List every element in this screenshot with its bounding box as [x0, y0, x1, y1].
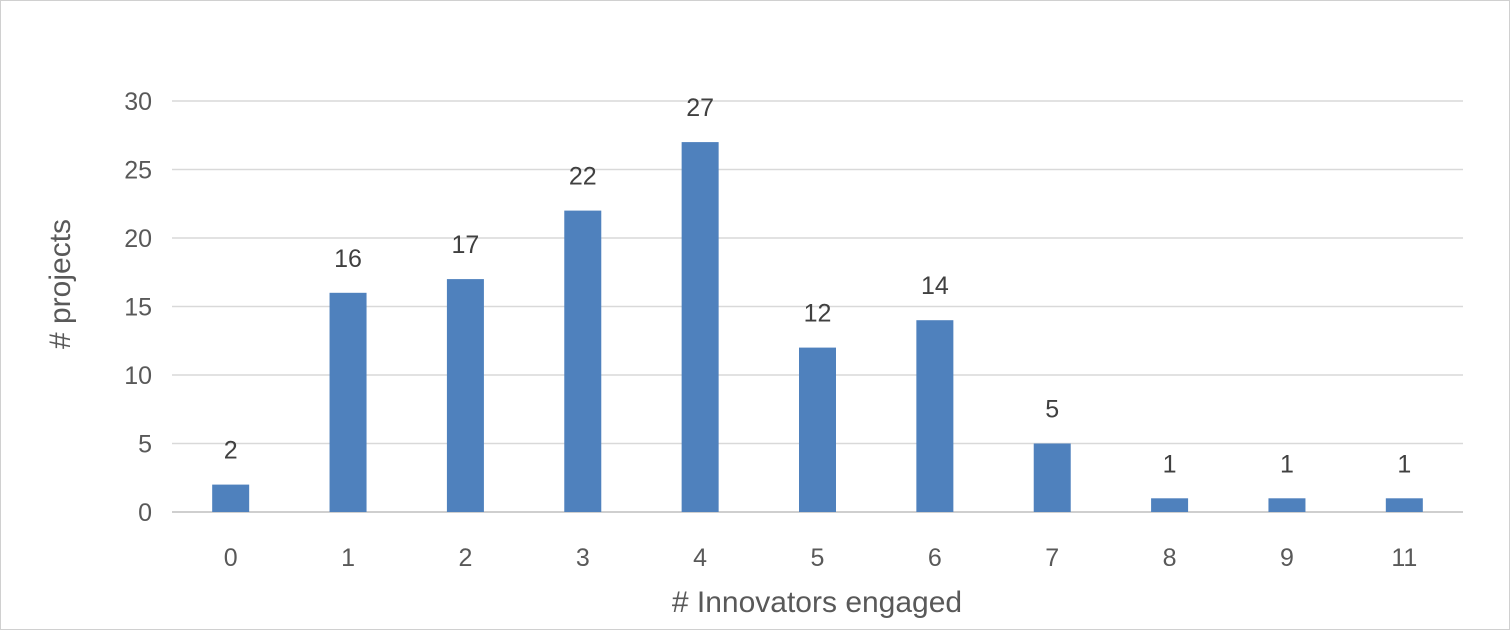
bar	[329, 292, 367, 512]
bars	[212, 142, 1423, 512]
data-labels: 2 16 17 22 27 12 14 5 1 1 1	[224, 94, 1412, 478]
y-axis-ticks: 0 5 10 15 20 25 30	[124, 88, 152, 527]
y-tick-label: 30	[124, 88, 152, 116]
x-tick-label: 8	[1163, 544, 1177, 572]
data-label: 1	[1163, 450, 1177, 478]
x-tick-label: 4	[693, 544, 707, 572]
data-label: 12	[804, 300, 832, 328]
y-tick-label: 25	[124, 157, 152, 185]
bar	[681, 142, 719, 512]
y-tick-label: 5	[138, 431, 152, 459]
x-tick-label: 1	[341, 544, 355, 572]
y-tick-label: 20	[124, 225, 152, 253]
x-tick-label: 9	[1280, 544, 1294, 572]
x-tick-label: 0	[224, 544, 238, 572]
bar	[916, 320, 954, 512]
x-tick-label: 7	[1045, 544, 1059, 572]
x-axis-title: # Innovators engaged	[672, 586, 962, 619]
x-tick-label: 6	[928, 544, 942, 572]
bar	[1033, 443, 1071, 512]
y-tick-label: 0	[138, 499, 152, 527]
data-label: 5	[1045, 396, 1059, 424]
gridlines	[172, 100, 1463, 513]
x-tick-label: 3	[576, 544, 590, 572]
bar	[1268, 498, 1306, 512]
x-tick-label: 5	[811, 544, 825, 572]
data-label: 17	[452, 231, 480, 259]
bar	[1151, 498, 1189, 512]
data-label: 2	[224, 437, 238, 465]
bar	[446, 279, 484, 512]
data-label: 1	[1397, 450, 1411, 478]
x-tick-label: 2	[458, 544, 472, 572]
data-label: 14	[921, 272, 949, 300]
y-tick-label: 10	[124, 362, 152, 390]
data-label: 27	[686, 94, 714, 122]
bar	[212, 484, 250, 512]
y-axis-title: # projects	[44, 219, 77, 349]
data-label: 1	[1280, 450, 1294, 478]
x-tick-label: 11	[1391, 544, 1417, 572]
data-label: 22	[569, 163, 597, 191]
x-axis-ticks: 0 1 2 3 4 5 6 7 8 9 11	[224, 544, 1418, 572]
bar	[1385, 498, 1423, 512]
y-tick-label: 15	[124, 294, 152, 322]
bar	[564, 210, 602, 512]
data-label: 16	[334, 245, 362, 273]
bar	[799, 347, 836, 512]
